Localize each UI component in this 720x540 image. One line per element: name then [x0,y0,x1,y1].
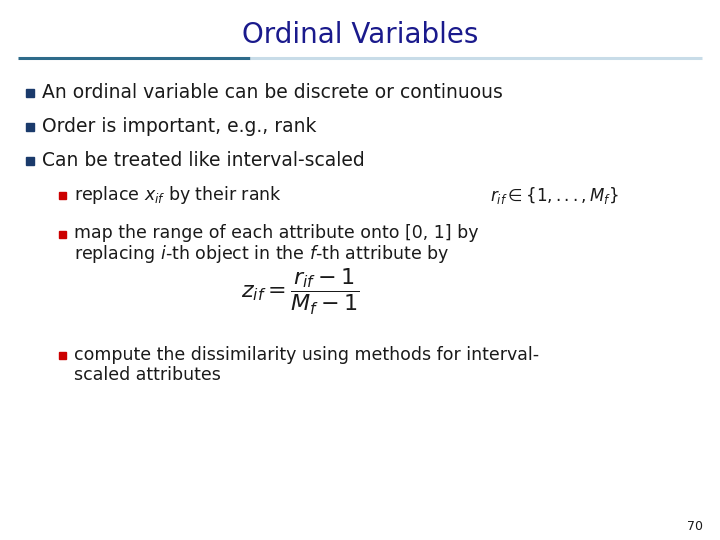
Text: replace $x_{if}$ by their rank: replace $x_{if}$ by their rank [74,184,282,206]
Text: scaled attributes: scaled attributes [74,366,221,384]
Text: Ordinal Variables: Ordinal Variables [242,21,478,49]
Bar [26,157,34,165]
Text: 70: 70 [687,519,703,532]
Text: compute the dissimilarity using methods for interval-: compute the dissimilarity using methods … [74,346,539,363]
Bar [26,89,34,97]
Bar [26,123,34,131]
Bar [58,352,66,359]
Text: Order is important, e.g., rank: Order is important, e.g., rank [42,117,317,136]
Bar [58,192,66,199]
Text: replacing $i$-th object in the $f$-th attribute by: replacing $i$-th object in the $f$-th at… [74,243,449,265]
Text: $z_{if} = \dfrac{r_{if}-1}{M_f-1}$: $z_{if} = \dfrac{r_{if}-1}{M_f-1}$ [241,267,359,317]
Text: An ordinal variable can be discrete or continuous: An ordinal variable can be discrete or c… [42,83,503,102]
Bar [58,231,66,238]
Text: map the range of each attribute onto [0, 1] by: map the range of each attribute onto [0,… [74,225,479,242]
Text: Can be treated like interval-scaled: Can be treated like interval-scaled [42,151,365,170]
Text: $r_{if} \in \{1,...,M_f\}$: $r_{if} \in \{1,...,M_f\}$ [490,185,618,206]
